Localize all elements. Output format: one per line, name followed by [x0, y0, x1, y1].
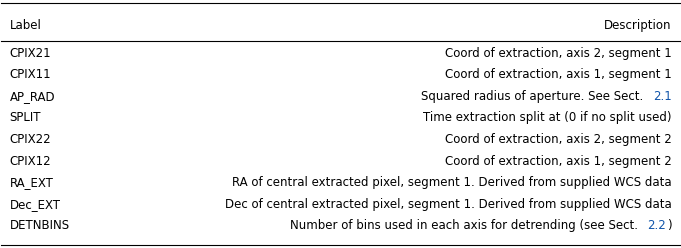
Text: DETNBINS: DETNBINS [10, 219, 69, 232]
Text: RA of central extracted pixel, segment 1. Derived from supplied WCS data: RA of central extracted pixel, segment 1… [232, 176, 671, 189]
Text: 2.2: 2.2 [647, 219, 665, 232]
Text: 2.1: 2.1 [652, 90, 671, 103]
Text: ): ) [667, 219, 671, 232]
Text: Dec_EXT: Dec_EXT [10, 198, 61, 211]
Text: AP_RAD: AP_RAD [10, 90, 55, 103]
Text: Coord of extraction, axis 2, segment 1: Coord of extraction, axis 2, segment 1 [445, 47, 671, 60]
Text: RA_EXT: RA_EXT [10, 176, 53, 189]
Text: CPIX12: CPIX12 [10, 155, 51, 168]
Text: Coord of extraction, axis 1, segment 1: Coord of extraction, axis 1, segment 1 [445, 68, 671, 81]
Text: Label: Label [10, 19, 42, 31]
Text: Coord of extraction, axis 1, segment 2: Coord of extraction, axis 1, segment 2 [445, 155, 671, 168]
Text: SPLIT: SPLIT [10, 112, 41, 124]
Text: CPIX21: CPIX21 [10, 47, 51, 60]
Text: Coord of extraction, axis 2, segment 2: Coord of extraction, axis 2, segment 2 [445, 133, 671, 146]
Text: Time extraction split at (0 if no split used): Time extraction split at (0 if no split … [423, 112, 671, 124]
Text: Squared radius of aperture. See Sect.: Squared radius of aperture. See Sect. [422, 90, 648, 103]
Text: Number of bins used in each axis for detrending (see Sect.: Number of bins used in each axis for det… [289, 219, 642, 232]
Text: Dec of central extracted pixel, segment 1. Derived from supplied WCS data: Dec of central extracted pixel, segment … [225, 198, 671, 211]
Text: CPIX11: CPIX11 [10, 68, 51, 81]
Text: Description: Description [604, 19, 671, 31]
Text: CPIX22: CPIX22 [10, 133, 51, 146]
